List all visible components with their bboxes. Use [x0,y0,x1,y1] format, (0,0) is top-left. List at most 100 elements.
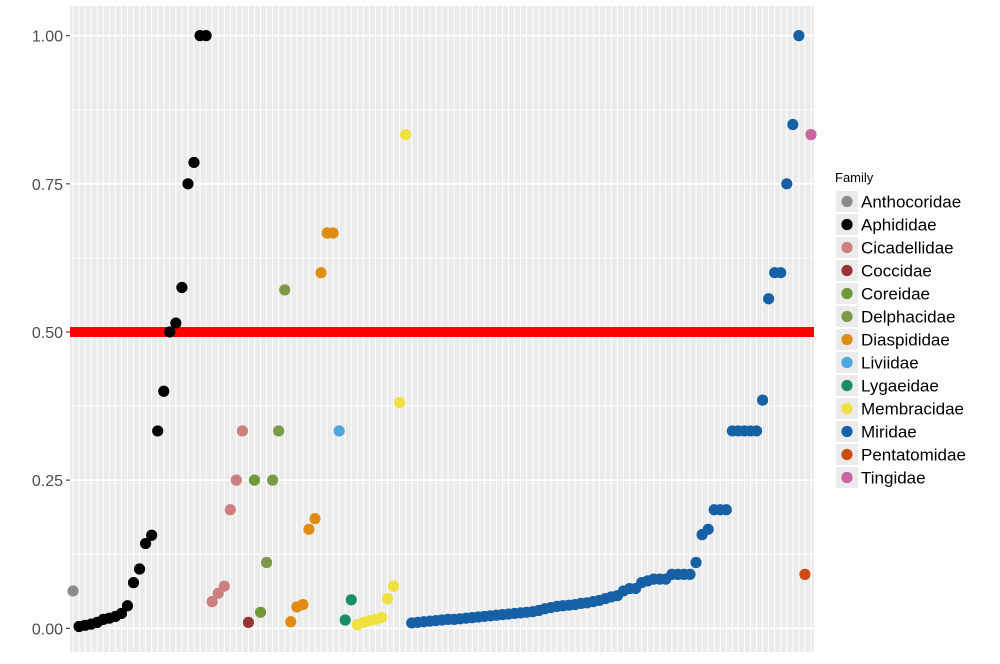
legend-item: Aphididae [836,214,937,235]
data-point [799,568,811,580]
data-point [230,474,242,486]
legend-item: Pentatomidae [836,444,966,465]
data-point [236,425,248,437]
data-point [756,394,769,406]
legend-key-dot [841,471,853,484]
data-point [248,474,261,486]
legend-key-dot [841,287,853,300]
data-point [345,594,357,606]
data-point [224,504,236,516]
data-point [400,129,412,141]
legend-label: Miridae [861,423,917,442]
legend-key-dot [841,218,853,231]
legend-item: Liviidae [836,352,919,373]
data-point [242,616,255,628]
legend-label: Coreidae [861,285,930,304]
data-point [775,267,787,279]
data-point [158,385,170,397]
data-point [309,513,321,525]
data-point [260,556,273,569]
legend-label: Tingidae [861,469,926,488]
data-point [273,425,285,437]
data-point [303,523,315,535]
legend-label: Aphididae [861,216,937,235]
data-point [133,563,146,575]
data-point [267,474,279,486]
legend-item: Lygaeidae [836,375,939,396]
data-point [394,396,406,409]
legend-label: Anthocoridae [861,193,961,212]
legend-item: Cicadellidae [836,237,954,258]
data-point [170,317,182,329]
data-point [787,118,799,131]
data-point [285,616,297,628]
data-point [388,580,400,592]
data-point [684,568,696,580]
legend-key-dot [841,425,853,438]
legend-item: Miridae [836,421,917,442]
legend: Family Anthocoridae Aphididae Cicadellidae… [835,170,966,488]
y-tick-label: 0.00 [32,621,63,638]
data-point [206,596,218,608]
data-point [127,577,140,589]
data-point [121,600,134,612]
data-point [381,593,394,605]
legend-key-dot [841,402,853,415]
legend-label: Liviidae [861,354,919,373]
legend-key-dot [841,241,853,254]
legend-key-dot [841,333,853,346]
data-point [279,284,291,296]
data-point [793,30,805,42]
legend-key-dot [841,310,853,323]
data-point [315,267,327,279]
data-point [200,30,212,42]
legend-label: Coccidae [861,262,932,281]
data-point [297,598,309,611]
y-tick-label: 0.25 [32,473,63,490]
data-point [115,607,128,620]
legend-key-dot [841,356,853,369]
data-point [750,425,763,437]
y-tick-label: 0.50 [32,325,63,342]
legend-key-dot [841,448,853,461]
y-tick-label: 1.00 [32,29,63,46]
data-point [339,614,351,626]
legend-label: Cicadellidae [861,239,954,258]
data-point [152,425,164,437]
data-point [327,227,339,239]
data-point [720,504,732,516]
data-point [254,606,267,618]
legend-key-dot [841,379,853,392]
legend-item: Coccidae [836,260,932,281]
legend-item: Anthocoridae [836,191,961,212]
data-point [182,178,194,190]
data-point [140,537,152,550]
legend-key-dot [841,195,853,208]
legend-label: Diaspididae [861,331,950,350]
data-point [218,580,230,592]
data-point [67,585,79,597]
data-point [805,129,817,141]
data-points [67,30,817,633]
legend-item: Membracidae [836,398,964,419]
legend-key-dot [841,264,853,277]
legend-item: Coreidae [836,283,930,304]
legend-label: Delphacidae [861,308,956,327]
legend-item: Diaspididae [836,329,950,350]
legend-label: Membracidae [861,400,964,419]
data-point [763,293,775,305]
legend-item: Delphacidae [836,306,956,327]
legend-items: Anthocoridae Aphididae Cicadellidae Coccida… [836,191,966,488]
data-point [188,156,200,169]
legend-item: Tingidae [836,467,926,488]
data-point [164,326,176,338]
data-point [375,612,388,624]
y-axis: 0.00 0.25 0.50 0.75 1.00 [32,29,70,638]
data-point [333,425,345,437]
legend-title: Family [835,170,874,185]
data-point [781,178,793,190]
data-point [176,281,188,294]
data-point [690,556,702,569]
y-tick-label: 0.75 [32,177,63,194]
